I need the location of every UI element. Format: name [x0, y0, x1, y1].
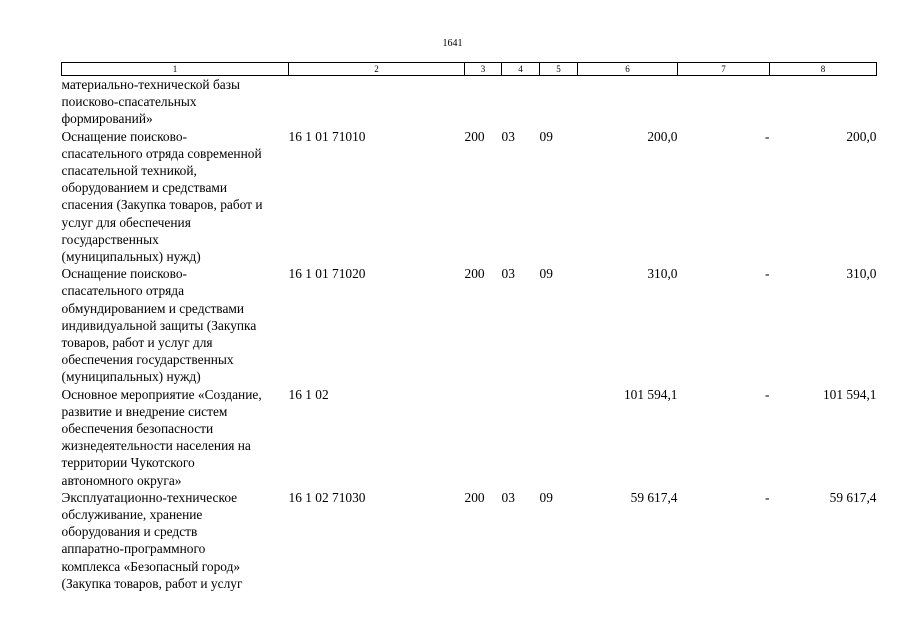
table-row: материально-технической базы поисково-сп…	[62, 76, 877, 128]
row-col-6: 310,0	[647, 266, 678, 282]
row-col-5: 09	[539, 266, 553, 282]
header-row: 1 2 3 4 5 6 7 8	[61, 62, 877, 76]
row-name-line: автономного округа»	[61, 472, 182, 488]
row-col-7	[678, 76, 770, 128]
row-col-4: 03	[501, 128, 515, 144]
row-name: Оснащение поисково- спасательного отряда…	[62, 265, 289, 385]
row-name-line: оборудованием и средствами	[61, 180, 228, 196]
row-name: материально-технической базы поисково-сп…	[62, 76, 289, 128]
row-name-line: обслуживание, хранение	[61, 507, 203, 523]
row-col-3	[465, 386, 502, 489]
row-name-line: (Закупка товаров, работ и услуг	[61, 575, 243, 591]
header-col-7: 7	[677, 62, 770, 76]
row-name-line: спасательной техникой,	[61, 163, 197, 179]
row-name-line: жизнедеятельности населения на	[61, 438, 251, 454]
table-row: Эксплуатационно-техническое обслуживание…	[62, 489, 877, 592]
row-name-line: (муниципальных) нужд)	[61, 369, 201, 385]
row-name-line: Оснащение поисково-	[61, 266, 187, 282]
row-col-3	[465, 76, 502, 128]
table-row: Основное мероприятие «Создание, развитие…	[62, 386, 877, 489]
header-col-6: 6	[577, 62, 678, 76]
row-name-line: услуг для обеспечения	[61, 214, 191, 230]
row-name-line: обмундированием и средствами	[61, 300, 245, 316]
row-col-5	[540, 76, 578, 128]
row-col-4: 03	[501, 489, 515, 505]
row-col-7: -	[765, 266, 770, 282]
row-col-6: 59 617,4	[630, 489, 678, 505]
row-col-3: 200	[464, 128, 485, 144]
table-row: Оснащение поисково- спасательного отряда…	[62, 128, 877, 266]
row-name-line: Эксплуатационно-техническое	[61, 489, 238, 505]
row-col-6	[578, 76, 678, 128]
page-number: 1641	[442, 38, 463, 49]
row-col-7: -	[765, 489, 770, 505]
row-code: 16 1 01 71020	[288, 266, 366, 282]
row-name-line: оборудования и средств	[61, 524, 198, 540]
row-name-line: обеспечения государственных	[61, 352, 234, 368]
row-col-8: 101 594,1	[822, 386, 877, 402]
budget-table: 1 2 3 4 5 6 7 8 материально-технической …	[61, 62, 877, 592]
row-code: 16 1 02	[288, 386, 329, 402]
row-name-line: спасения (Закупка товаров, работ и	[61, 197, 263, 213]
row-name-line: индивидуальной защиты (Закупка	[61, 317, 257, 333]
row-name: Эксплуатационно-техническое обслуживание…	[62, 489, 289, 592]
header-col-2: 2	[288, 62, 465, 76]
table-row: Оснащение поисково- спасательного отряда…	[62, 265, 877, 385]
row-name-line: государственных	[61, 231, 159, 247]
row-col-8: 59 617,4	[829, 489, 877, 505]
header-col-3: 3	[464, 62, 502, 76]
row-name-line: спасательного отряда	[61, 283, 185, 299]
row-name-line: спасательного отряда современной	[61, 145, 262, 161]
row-name-line: развитие и внедрение систем	[61, 403, 228, 419]
row-col-4	[502, 386, 540, 489]
row-col-7: -	[765, 386, 770, 402]
row-col-6: 101 594,1	[623, 386, 678, 402]
header-col-8: 8	[769, 62, 877, 76]
row-code: 16 1 01 71010	[288, 128, 366, 144]
header-col-1: 1	[61, 62, 289, 76]
row-name-line: обеспечения безопасности	[61, 421, 214, 437]
header-col-5: 5	[539, 62, 578, 76]
row-col-6: 200,0	[647, 128, 678, 144]
header-col-4: 4	[501, 62, 540, 76]
row-name: Оснащение поисково- спасательного отряда…	[62, 128, 289, 266]
row-col-7: -	[765, 128, 770, 144]
row-col-5: 09	[539, 128, 553, 144]
row-name: Основное мероприятие «Создание, развитие…	[62, 386, 289, 489]
row-name-line: комплекса «Безопасный город»	[61, 558, 241, 574]
row-col-8: 200,0	[846, 128, 877, 144]
row-col-4	[502, 76, 540, 128]
row-name-line: Основное мероприятие «Создание,	[61, 386, 262, 402]
row-col-5	[540, 386, 578, 489]
row-name-line: товаров, работ и услуг для	[61, 335, 213, 351]
row-col-3: 200	[464, 489, 485, 505]
row-name-line: материально-технической базы	[61, 77, 241, 92]
row-name-line: формирований»	[61, 111, 153, 127]
row-col-8: 310,0	[846, 266, 877, 282]
row-name-line: аппаратно-программного	[61, 541, 206, 557]
row-code: 16 1 02 71030	[288, 489, 366, 505]
row-col-8	[770, 76, 877, 128]
row-col-5: 09	[539, 489, 553, 505]
row-name-line: поисково-спасательных	[61, 94, 197, 110]
row-col-4: 03	[501, 266, 515, 282]
row-col-3: 200	[464, 266, 485, 282]
row-name-line: территории Чукотского	[61, 455, 195, 471]
row-name-line: (муниципальных) нужд)	[61, 249, 201, 265]
row-code	[289, 76, 465, 128]
row-name-line: Оснащение поисково-	[61, 128, 187, 144]
